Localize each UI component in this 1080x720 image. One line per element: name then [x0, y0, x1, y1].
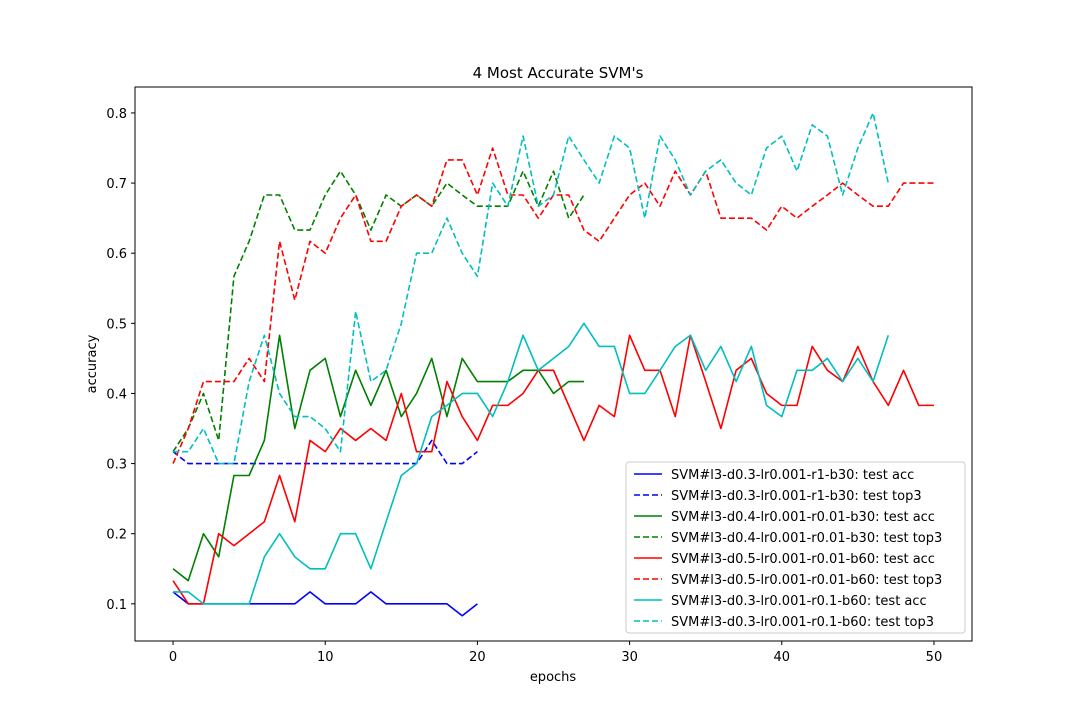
series-line-4	[172, 334, 934, 605]
legend-entry: SVM#l3-d0.5-lr0.001-r0.01-b60: test top3	[671, 573, 942, 588]
legend-box	[625, 461, 966, 634]
series-line-2	[172, 334, 584, 582]
x-axis: 0 10 20 30 40 50	[169, 641, 942, 665]
y-tick-label: 0.5	[106, 317, 127, 332]
y-tick-label: 0.1	[106, 598, 127, 613]
y-tick-label: 0.8	[106, 107, 127, 122]
y-axis-label: accuracy	[85, 334, 100, 393]
plot-area	[134, 86, 973, 642]
y-tick-label: 0.7	[106, 177, 127, 192]
y-tick-label: 0.2	[106, 528, 127, 543]
series-line-3	[172, 170, 585, 453]
legend-entry: SVM#l3-d0.3-lr0.001-r0.1-b60: test top3	[671, 615, 934, 630]
x-tick-label: 10	[317, 650, 334, 665]
x-tick-label: 20	[469, 650, 486, 665]
x-tick-label: 30	[621, 650, 638, 665]
series-layer	[172, 112, 934, 617]
y-tick-label: 0.6	[106, 247, 127, 262]
legend-entry: SVM#l3-d0.3-lr0.001-r1-b30: test top3	[671, 489, 922, 504]
x-tick-label: 50	[926, 650, 943, 665]
chart-title: 4 Most Accurate SVM's	[473, 64, 644, 82]
series-line-7	[173, 112, 890, 465]
legend-entry: SVM#l3-d0.4-lr0.001-r0.01-b30: test acc	[671, 510, 935, 525]
legend: SVM#l3-d0.3-lr0.001-r1-b30: test acc SVM#…	[625, 461, 966, 634]
legend-entry: SVM#l3-d0.5-lr0.001-r0.01-b60: test acc	[671, 552, 935, 567]
legend-entry: SVM#l3-d0.3-lr0.001-r1-b30: test acc	[671, 468, 914, 483]
x-axis-label: epochs	[530, 670, 577, 685]
y-axis: 0.1 0.2 0.3 0.4 0.5 0.6 0.7 0.8	[106, 107, 135, 613]
legend-entry: SVM#l3-d0.3-lr0.001-r0.1-b60: test acc	[671, 594, 927, 609]
series-line-6	[173, 322, 890, 605]
x-tick-label: 40	[773, 650, 790, 665]
y-tick-label: 0.3	[106, 458, 127, 473]
legend-entry: SVM#l3-d0.4-lr0.001-r0.01-b30: test top3	[671, 531, 942, 546]
x-tick-label: 0	[169, 650, 177, 665]
y-tick-label: 0.4	[106, 387, 127, 402]
